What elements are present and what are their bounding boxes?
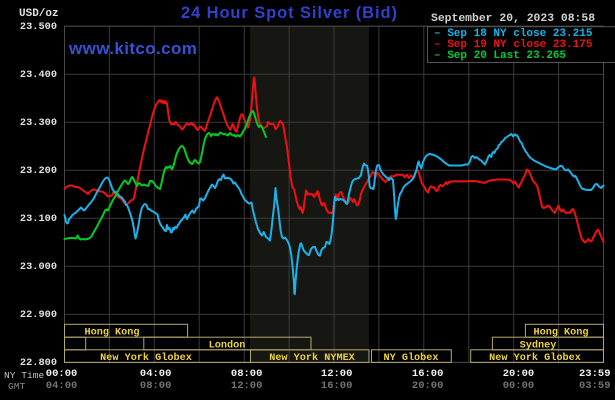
svg-text:Hong Kong: Hong Kong xyxy=(84,328,139,339)
svg-text:New York Globex: New York Globex xyxy=(489,352,581,364)
svg-text:New York Globex: New York Globex xyxy=(100,352,192,364)
svg-text:NY Globex: NY Globex xyxy=(383,352,438,364)
svg-text:New York NYMEX: New York NYMEX xyxy=(269,352,355,364)
svg-text:Hong Kong: Hong Kong xyxy=(533,328,588,339)
svg-text:Sydney: Sydney xyxy=(520,339,557,351)
svg-text:London: London xyxy=(209,339,246,351)
